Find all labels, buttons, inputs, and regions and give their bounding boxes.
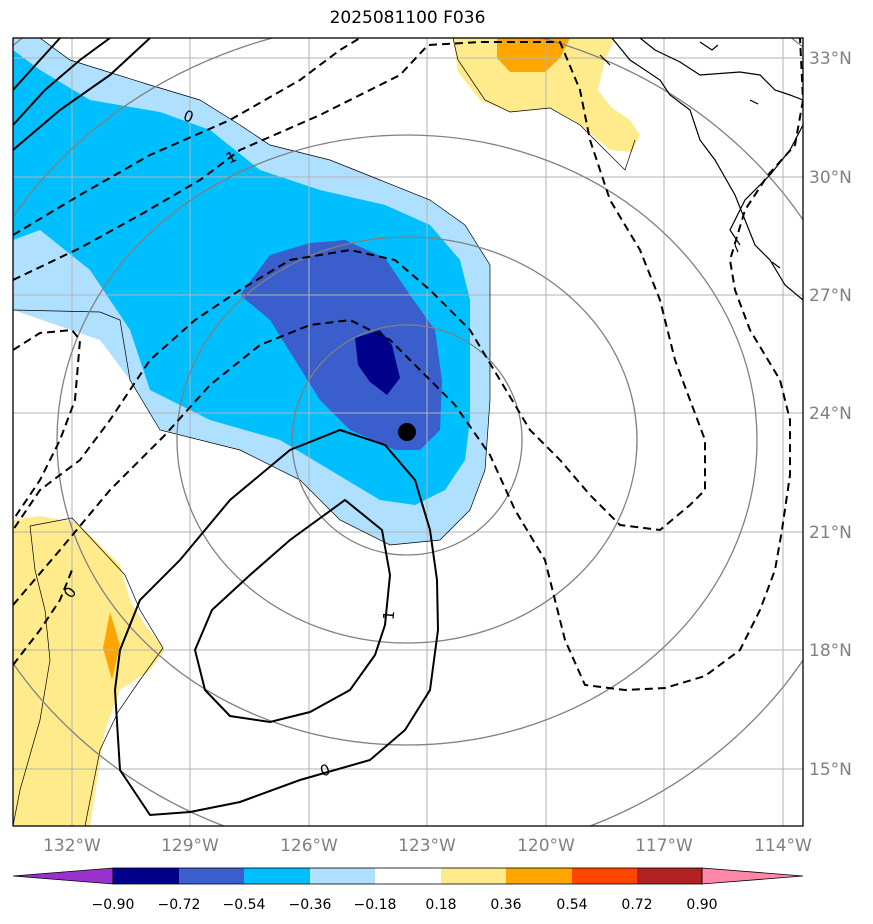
shading-negative [13, 38, 490, 545]
map-frame [12, 37, 804, 827]
lon-tick-label: 123°W [398, 836, 456, 856]
colorbar-extend-high [701, 867, 804, 885]
lat-tick-label: 27°N [809, 286, 852, 306]
longitude-labels: 132°W 129°W 126°W 123°W 120°W 117°W 114°… [43, 836, 812, 856]
lon-tick-label: 114°W [754, 836, 812, 856]
lat-tick-label: 33°N [809, 49, 852, 69]
lon-tick-label: 117°W [635, 836, 693, 856]
colorbar-tick-label: 0.90 [686, 897, 717, 913]
colorbar-tick-label: −0.90 [92, 897, 135, 913]
solid-contours [13, 38, 440, 817]
colorbar-tick-label: 0.72 [621, 897, 652, 913]
colorbar-segment [637, 868, 702, 884]
colorbar-tick-label: 0.36 [490, 897, 521, 913]
colorbar-tick-label: −0.54 [223, 897, 266, 913]
colorbar: −0.90 −0.72 −0.54 −0.36 −0.18 0.18 0.36 … [12, 867, 804, 913]
colorbar-segment [572, 868, 637, 884]
lon-tick-label: 120°W [517, 836, 575, 856]
lon-tick-label: 126°W [280, 836, 338, 856]
shade-orange-northeast [497, 38, 570, 72]
lat-tick-label: 15°N [809, 760, 852, 780]
shade-royal-blue [240, 240, 442, 450]
colorbar-segment [441, 868, 506, 884]
shade-orange-southwest [103, 612, 120, 680]
colorbar-tick-label: 0.18 [425, 897, 456, 913]
lat-tick-label: 21°N [809, 523, 852, 543]
map-title: 2025081100 F036 [329, 8, 486, 28]
colorbar-segment [113, 868, 179, 884]
contour-label: 1 [380, 610, 399, 621]
colorbar-tick-label: 0.54 [556, 897, 587, 913]
shade-navy [355, 330, 400, 395]
coastline [599, 38, 803, 301]
lon-tick-label: 132°W [43, 836, 101, 856]
colorbar-segment [310, 868, 375, 884]
lon-tick-label: 129°W [161, 836, 219, 856]
lat-tick-label: 24°N [809, 404, 852, 424]
latitude-labels: 33°N 30°N 27°N 24°N 21°N 18°N 15°N [809, 49, 852, 780]
colorbar-extend-low [12, 867, 114, 885]
lat-tick-label: 18°N [809, 641, 852, 661]
colorbar-segment [244, 868, 310, 884]
colorbar-segment [179, 868, 244, 884]
colorbar-tick-label: −0.18 [354, 897, 397, 913]
shade-yellow-southwest [13, 516, 165, 826]
shade-outlines [13, 38, 636, 826]
colorbar-segment [375, 868, 441, 884]
colorbar-tick-label: −0.72 [158, 897, 201, 913]
storm-center-marker [398, 423, 416, 441]
colorbar-tick-label: −0.36 [289, 897, 332, 913]
lat-tick-label: 30°N [809, 168, 852, 188]
dashed-contours [13, 38, 803, 692]
colorbar-segment [506, 868, 572, 884]
